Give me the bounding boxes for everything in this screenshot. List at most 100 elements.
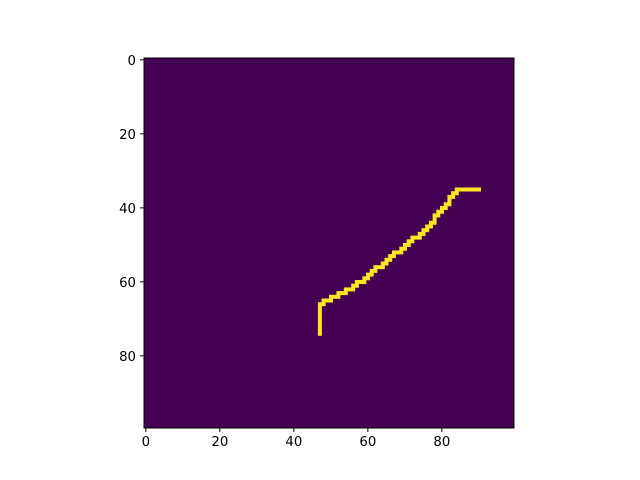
y-tick-label: 80	[119, 350, 136, 365]
heatmap-cell	[421, 231, 426, 236]
heatmap-cell	[317, 305, 322, 310]
heatmap-cell	[388, 254, 393, 259]
heatmap-cell	[384, 261, 389, 266]
heatmap-cell	[373, 265, 378, 270]
heatmap-cell	[336, 294, 341, 299]
heatmap-cell	[391, 254, 396, 259]
heatmap-cell	[403, 246, 407, 251]
heatmap-cell	[391, 250, 396, 255]
heatmap-cell	[469, 187, 474, 192]
x-tick-label: 0	[142, 435, 150, 450]
heatmap-cell	[351, 287, 356, 292]
heatmap-cell	[428, 220, 433, 225]
heatmap-cell	[354, 280, 359, 284]
heatmap-cell	[347, 287, 352, 292]
heatmap-cell	[440, 206, 444, 210]
heatmap-cell	[317, 309, 322, 314]
heatmap-cell	[425, 224, 430, 229]
y-tick-label: 60	[119, 276, 136, 291]
heatmap-cell	[388, 257, 393, 262]
heatmap-cell	[417, 235, 422, 240]
heatmap-cell	[317, 313, 322, 318]
y-tick-label: 20	[119, 128, 136, 143]
heatmap-cell	[317, 331, 322, 336]
heatmap-cell	[384, 257, 389, 262]
heatmap-cell	[462, 187, 467, 192]
heatmap-cell	[358, 280, 363, 284]
heatmap-background	[144, 58, 514, 428]
heatmap-cell	[343, 287, 348, 292]
heatmap-cell	[369, 272, 374, 277]
heatmap-cell	[317, 317, 322, 321]
y-tick-label: 0	[128, 54, 136, 69]
heatmap-cell	[369, 268, 374, 273]
heatmap-cell	[366, 276, 370, 281]
y-tick-label: 40	[119, 202, 136, 217]
heatmap-cell	[380, 261, 385, 266]
heatmap-cell	[428, 224, 433, 229]
heatmap-cell	[373, 268, 378, 273]
heatmap-cell	[343, 291, 348, 296]
heatmap-cell	[410, 235, 415, 240]
heatmap-cell	[362, 280, 367, 284]
x-tick-label: 20	[211, 435, 228, 450]
heatmap-cell	[317, 324, 322, 329]
x-axis: 0 20 40 60 80	[142, 428, 450, 450]
heatmap-cell	[454, 187, 459, 192]
heatmap-cell	[377, 265, 382, 270]
heatmap-cell	[473, 187, 478, 192]
x-tick-label: 60	[359, 435, 376, 450]
plot-area	[143, 57, 515, 429]
heatmap-cell	[432, 217, 437, 222]
x-tick-label: 80	[433, 435, 450, 450]
heatmap-cell	[354, 283, 359, 288]
heatmap-cell	[447, 198, 452, 203]
heatmap-cell	[436, 209, 441, 214]
heatmap-cell	[443, 206, 448, 210]
heatmap-cell	[403, 243, 407, 247]
heatmap-cell	[451, 191, 456, 196]
heatmap-cell	[317, 302, 322, 307]
heatmap-cell	[447, 202, 452, 207]
heatmap-cell	[458, 187, 463, 192]
heatmap-cell	[477, 187, 481, 192]
heatmap-cell	[395, 250, 400, 255]
heatmap-cell	[329, 298, 333, 303]
heatmap-cell	[366, 272, 370, 277]
heatmap-cell	[321, 298, 326, 303]
heatmap-cell	[417, 231, 422, 236]
heatmap-cell	[332, 294, 337, 299]
x-tick-label: 40	[285, 435, 302, 450]
heatmap-cell	[399, 246, 404, 251]
heatmap-cell	[410, 239, 415, 244]
heatmap-cell	[329, 294, 333, 299]
heatmap-cell	[340, 291, 345, 296]
heatmap-cell	[336, 291, 341, 296]
heatmap-cell	[380, 265, 385, 270]
heatmap-cell	[425, 228, 430, 233]
heatmap-cell	[414, 235, 419, 240]
heatmap-cell	[321, 302, 326, 307]
heatmap-cell	[436, 213, 441, 218]
heatmap-cell	[317, 328, 322, 333]
heatmap-line-cells	[317, 187, 481, 336]
heatmap-cell	[447, 194, 452, 199]
heatmap-cell	[362, 276, 367, 281]
heatmap-cell	[317, 320, 322, 325]
heatmap-cell	[454, 191, 459, 196]
heatmap-cell	[351, 283, 356, 288]
heatmap-cell	[406, 243, 411, 247]
heatmap-cell	[421, 228, 426, 233]
y-axis: 0 20 40 60 80	[119, 54, 144, 365]
heatmap-cell	[325, 298, 330, 303]
heatmap-cell	[451, 194, 456, 199]
heatmap-cell	[399, 250, 404, 255]
heatmap-cell	[432, 220, 437, 225]
heatmap-cell	[465, 187, 470, 192]
axes-frame	[143, 57, 515, 429]
heatmap-cell	[440, 209, 444, 214]
heatmap-cell	[432, 213, 437, 218]
heatmap-cell	[406, 239, 411, 244]
heatmap-cell	[443, 202, 448, 207]
